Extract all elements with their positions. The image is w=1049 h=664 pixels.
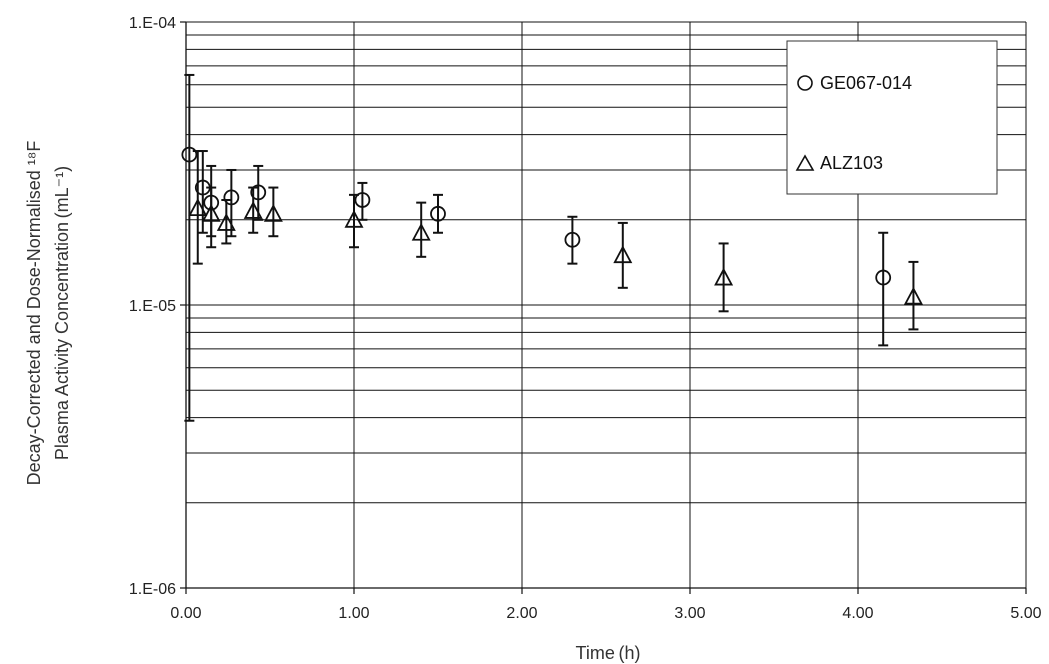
data-point-triangle <box>188 198 208 216</box>
data-point-triangle <box>344 209 364 228</box>
data-point-triangle <box>243 201 263 219</box>
data-point-triangle <box>201 203 221 222</box>
x-axis-title: Time (h) <box>576 643 641 663</box>
data-point-circle <box>354 192 371 208</box>
y-axis-title-line2: Plasma Activity Concentration (mL⁻¹) <box>52 166 72 460</box>
y-tick-label: 1.E-06 <box>129 581 176 598</box>
y-tick-label: 1.E-05 <box>129 298 176 315</box>
x-tick-label: 2.00 <box>506 605 537 622</box>
data-point-circle <box>564 231 581 248</box>
data-point-triangle <box>613 245 633 264</box>
data-point-triangle <box>411 222 431 241</box>
legend-label-series-1: GE067-014 <box>820 73 912 93</box>
y-axis-title-line1: Decay-Corrected and Dose-Normalised ¹⁸F <box>24 141 44 486</box>
data-point-triangle <box>714 267 734 286</box>
x-tick-label: 5.00 <box>1010 605 1041 622</box>
legend-circle-marker <box>797 75 813 91</box>
x-tick-label: 3.00 <box>674 605 705 622</box>
data-point-circle <box>430 205 446 222</box>
data-point-triangle <box>263 203 283 222</box>
legend: GE067-014 ALZ103 <box>786 40 998 195</box>
x-tick-label: 1.00 <box>338 605 369 622</box>
series-1-group <box>181 73 892 422</box>
series-2-group <box>188 150 923 331</box>
data-point-circle <box>250 184 267 201</box>
data-point-circle <box>875 269 892 286</box>
data-point-circle <box>223 189 240 206</box>
data-point-triangle <box>216 213 236 231</box>
axes <box>180 21 1027 594</box>
y-tick-label: 1.E-04 <box>129 15 176 32</box>
legend-box <box>786 40 998 195</box>
data-point-triangle <box>903 286 923 305</box>
legend-label-series-2: ALZ103 <box>820 153 883 173</box>
data-point-circle <box>181 146 198 163</box>
x-tick-label: 0.00 <box>170 605 201 622</box>
x-tick-label: 4.00 <box>842 605 873 622</box>
data-marks <box>181 73 923 422</box>
legend-triangle-marker <box>795 154 815 171</box>
tick-labels: 0.00 1.00 2.00 3.00 4.00 5.00 1.E-06 1.E-05 1.E-… <box>129 15 1042 622</box>
